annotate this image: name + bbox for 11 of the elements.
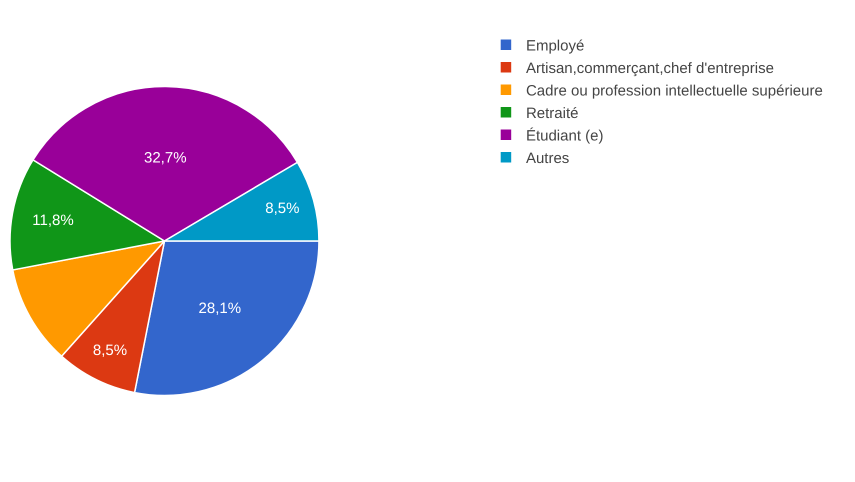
data-label: 11,8% xyxy=(32,212,74,229)
data-label: 8,5% xyxy=(92,342,128,359)
legend-label: Employé xyxy=(526,38,584,55)
legend-label: Cadre ou profession intellectuelle supérieure xyxy=(526,82,823,100)
data-label: 8,5% xyxy=(265,200,300,218)
legend-label: Étudiant (e) xyxy=(526,126,604,145)
legend-label: Autres xyxy=(526,150,570,168)
legend-label: Retraité xyxy=(526,105,578,122)
data-label: 28,1% xyxy=(198,300,242,317)
data-label: 32,7% xyxy=(144,149,187,166)
legend-label: Artisan,commerçant,chef d'entreprise xyxy=(526,60,774,78)
